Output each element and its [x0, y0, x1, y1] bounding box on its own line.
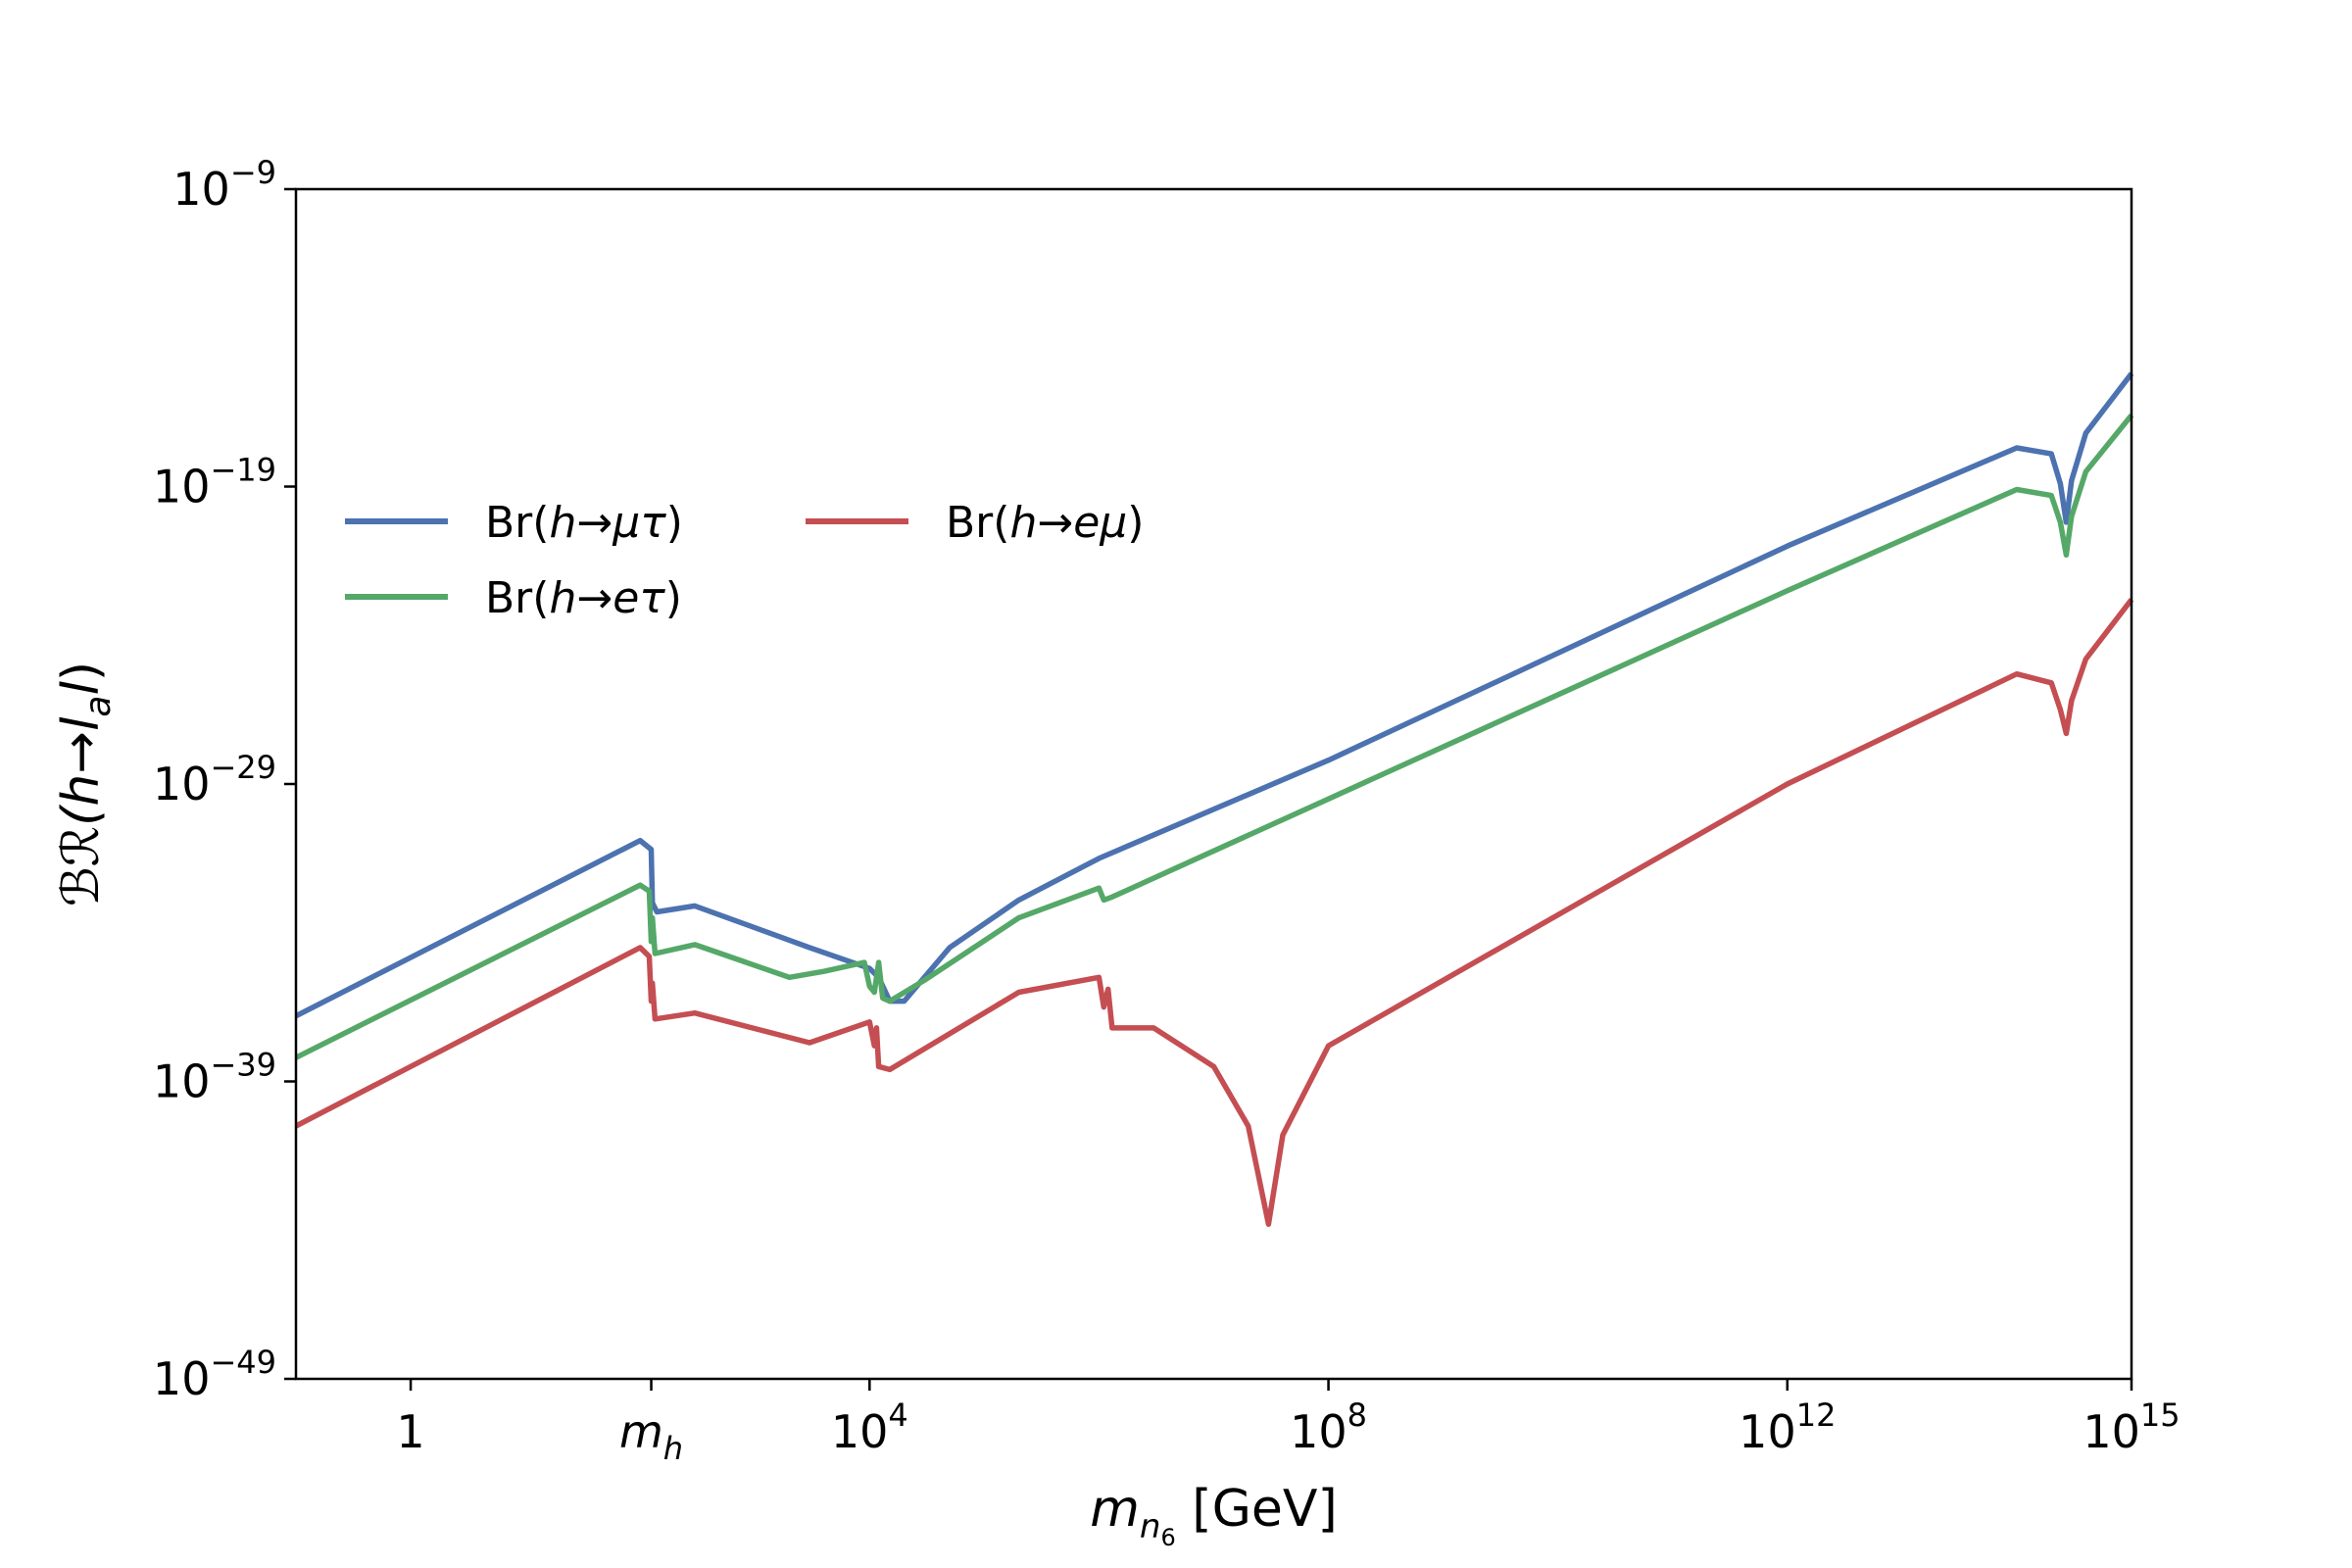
x-tick-label-5: 1015 — [2082, 1396, 2180, 1458]
y-tick-label-3: 10−19 — [153, 452, 276, 514]
x-tick-label-2: 104 — [831, 1396, 908, 1458]
y-tick-label-0: 10−49 — [153, 1344, 276, 1405]
x-tick-label-0: 1 — [396, 1405, 424, 1458]
series-line-2 — [294, 598, 2134, 1227]
series-lines — [294, 371, 2134, 1227]
legend-label-1: Br(h→eτ) — [485, 573, 682, 623]
x-axis-ticks: 1 mh 104 108 1012 1015 — [396, 1379, 2180, 1467]
legend: Br(h→μτ) Br(h→eτ) Br(h→eμ) — [345, 498, 1144, 623]
legend-label-0: Br(h→μτ) — [485, 498, 683, 548]
y-tick-label-2: 10−29 — [153, 749, 276, 810]
x-tick-label-1: mh — [619, 1405, 683, 1467]
y-axis-label: ℬℛ(h→lal) — [52, 662, 119, 906]
y-axis-title: ℬℛ(h→lal) — [52, 662, 119, 906]
y-tick-label-4: 10−9 — [172, 154, 276, 216]
series-line-0 — [294, 371, 2134, 1019]
y-axis-ticks: 10−49 10−39 10−29 10−19 10−9 — [153, 154, 296, 1405]
y-tick-label-1: 10−39 — [153, 1047, 276, 1108]
x-axis-title: mn6 [GeV] — [1090, 1480, 1337, 1551]
legend-label-2: Br(h→eμ) — [946, 498, 1144, 548]
x-tick-label-3: 108 — [1290, 1396, 1367, 1458]
plot-frame — [294, 187, 2133, 1381]
x-tick-label-4: 1012 — [1739, 1396, 1836, 1458]
x-axis-label: mn6 [GeV] — [1090, 1480, 1337, 1551]
series-line-1 — [294, 413, 2134, 1060]
